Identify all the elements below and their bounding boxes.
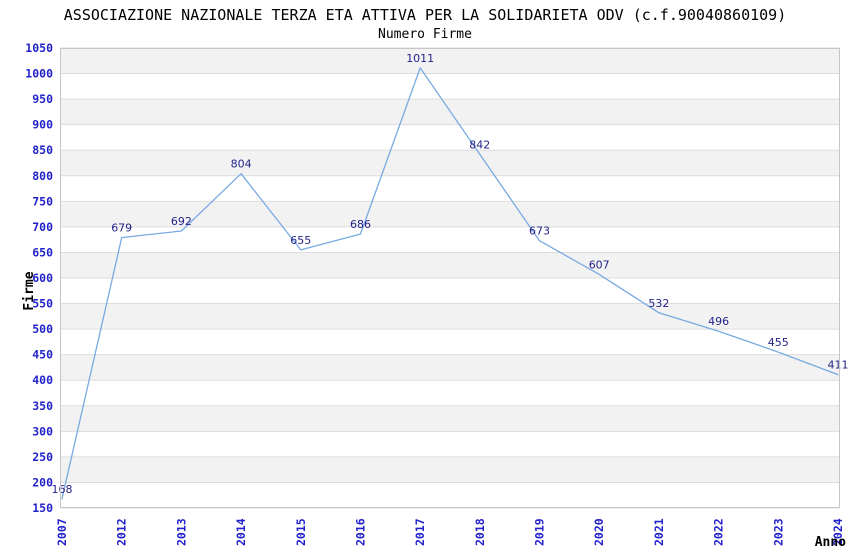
data-label: 655 bbox=[290, 234, 311, 247]
x-tick-label: 2018 bbox=[473, 518, 487, 546]
y-tick-label: 550 bbox=[32, 297, 53, 311]
data-label: 692 bbox=[171, 215, 192, 228]
data-label: 804 bbox=[231, 158, 252, 171]
y-tick-label: 700 bbox=[32, 220, 53, 234]
x-axis-name: Anno bbox=[815, 535, 846, 550]
plot-band bbox=[60, 303, 840, 330]
y-tick-label: 750 bbox=[32, 194, 53, 208]
y-tick-label: 150 bbox=[32, 501, 53, 515]
plot-border bbox=[60, 48, 840, 508]
y-tick-label: 800 bbox=[32, 169, 53, 183]
plot-band bbox=[60, 175, 840, 202]
data-label: 673 bbox=[529, 225, 550, 238]
y-tick-label: 900 bbox=[32, 118, 53, 132]
data-label: 686 bbox=[350, 218, 371, 231]
x-tick-label: 2016 bbox=[354, 518, 368, 546]
data-label: 411 bbox=[828, 359, 849, 372]
y-tick-label: 600 bbox=[32, 271, 53, 285]
y-tick-label: 1000 bbox=[25, 67, 53, 81]
data-label: 496 bbox=[708, 315, 729, 328]
plot-band bbox=[60, 456, 840, 483]
y-tick-label: 250 bbox=[32, 450, 53, 464]
x-tick-label: 2015 bbox=[294, 518, 308, 546]
x-tick-label: 2014 bbox=[234, 518, 248, 546]
plot-band bbox=[60, 354, 840, 381]
x-tick-label: 2021 bbox=[652, 518, 666, 546]
y-tick-label: 350 bbox=[32, 399, 53, 413]
x-tick-label: 2024 bbox=[831, 518, 845, 546]
x-tick-label: 2013 bbox=[174, 518, 188, 546]
x-tick-label: 2012 bbox=[115, 518, 129, 546]
x-tick-label: 2022 bbox=[712, 518, 726, 546]
data-label: 607 bbox=[589, 258, 610, 271]
data-label: 532 bbox=[648, 297, 669, 310]
plot-band bbox=[60, 124, 840, 151]
y-tick-label: 650 bbox=[32, 245, 53, 259]
y-tick-label: 500 bbox=[32, 322, 53, 336]
data-label: 842 bbox=[469, 138, 490, 151]
plot-band bbox=[60, 73, 840, 100]
plot-band bbox=[60, 278, 840, 304]
plot-band bbox=[60, 405, 840, 432]
plot-band bbox=[60, 482, 840, 508]
plot-band bbox=[60, 380, 840, 406]
x-tick-label: 2023 bbox=[771, 518, 785, 546]
y-tick-label: 1050 bbox=[25, 41, 53, 55]
data-label: 168 bbox=[52, 483, 73, 496]
y-tick-label: 400 bbox=[32, 373, 53, 387]
y-tick-label: 850 bbox=[32, 143, 53, 157]
plot-band bbox=[60, 431, 840, 457]
data-line bbox=[61, 67, 839, 500]
x-tick-label: 2007 bbox=[55, 518, 69, 546]
plot-band bbox=[60, 329, 840, 355]
data-label: 679 bbox=[111, 222, 132, 235]
plot-band bbox=[60, 226, 840, 253]
x-tick-label: 2017 bbox=[413, 518, 427, 546]
y-axis-name: Firme bbox=[22, 271, 37, 310]
y-tick-label: 950 bbox=[32, 92, 53, 106]
data-label: 1011 bbox=[406, 52, 434, 65]
data-label: 455 bbox=[768, 336, 789, 349]
x-tick-label: 2020 bbox=[592, 518, 606, 546]
x-tick-label: 2019 bbox=[533, 518, 547, 546]
plot-band bbox=[60, 150, 840, 176]
plot-band bbox=[60, 252, 840, 278]
y-tick-label: 200 bbox=[32, 475, 53, 489]
y-tick-label: 300 bbox=[32, 424, 53, 438]
chart-title: ASSOCIAZIONE NAZIONALE TERZA ETA ATTIVA … bbox=[63, 6, 787, 24]
y-tick-label: 450 bbox=[32, 348, 53, 362]
chart-subtitle: Numero Firme bbox=[378, 27, 472, 42]
plot-band bbox=[60, 48, 840, 74]
